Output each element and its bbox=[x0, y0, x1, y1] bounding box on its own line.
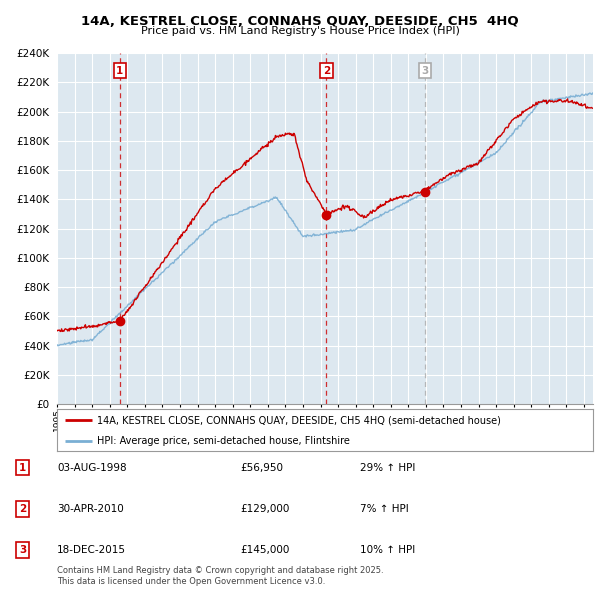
Text: £145,000: £145,000 bbox=[240, 545, 289, 555]
Text: 2: 2 bbox=[323, 65, 330, 76]
Text: 14A, KESTREL CLOSE, CONNAHS QUAY, DEESIDE, CH5 4HQ (semi-detached house): 14A, KESTREL CLOSE, CONNAHS QUAY, DEESID… bbox=[97, 415, 501, 425]
Text: 18-DEC-2015: 18-DEC-2015 bbox=[57, 545, 126, 555]
Text: 3: 3 bbox=[422, 65, 429, 76]
Text: 03-AUG-1998: 03-AUG-1998 bbox=[57, 463, 127, 473]
Text: 3: 3 bbox=[19, 545, 26, 555]
Text: 1: 1 bbox=[19, 463, 26, 473]
Text: HPI: Average price, semi-detached house, Flintshire: HPI: Average price, semi-detached house,… bbox=[97, 436, 350, 445]
Text: 30-APR-2010: 30-APR-2010 bbox=[57, 504, 124, 514]
Text: £129,000: £129,000 bbox=[240, 504, 289, 514]
Text: 2: 2 bbox=[19, 504, 26, 514]
Text: Contains HM Land Registry data © Crown copyright and database right 2025.
This d: Contains HM Land Registry data © Crown c… bbox=[57, 566, 383, 586]
Text: 14A, KESTREL CLOSE, CONNAHS QUAY, DEESIDE, CH5  4HQ: 14A, KESTREL CLOSE, CONNAHS QUAY, DEESID… bbox=[81, 15, 519, 28]
Text: 10% ↑ HPI: 10% ↑ HPI bbox=[360, 545, 415, 555]
Text: £56,950: £56,950 bbox=[240, 463, 283, 473]
Text: 1: 1 bbox=[116, 65, 124, 76]
Text: 29% ↑ HPI: 29% ↑ HPI bbox=[360, 463, 415, 473]
Text: 7% ↑ HPI: 7% ↑ HPI bbox=[360, 504, 409, 514]
Text: Price paid vs. HM Land Registry's House Price Index (HPI): Price paid vs. HM Land Registry's House … bbox=[140, 26, 460, 36]
